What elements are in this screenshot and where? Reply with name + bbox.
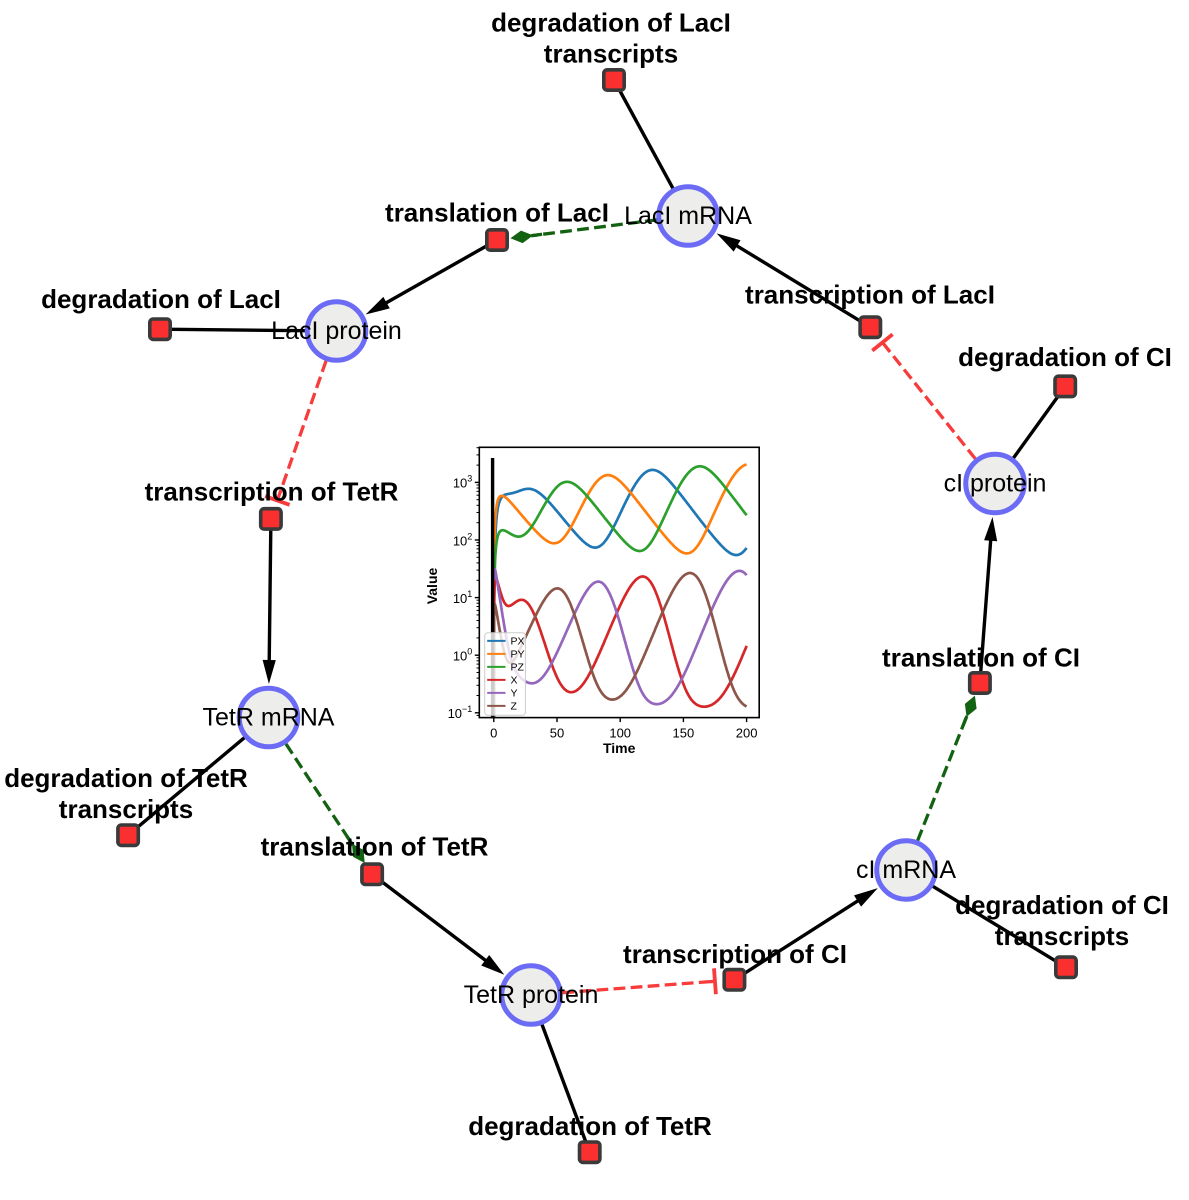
svg-text:150: 150 — [673, 726, 695, 741]
svg-text:transcripts: transcripts — [995, 921, 1129, 951]
svg-text:transcription of TetR: transcription of TetR — [145, 477, 399, 507]
svg-text:transcripts: transcripts — [544, 39, 678, 69]
svg-text:degradation of CI: degradation of CI — [958, 342, 1172, 372]
svg-text:PX: PX — [511, 636, 525, 648]
svg-text:cI protein: cI protein — [944, 470, 1047, 498]
svg-text:0: 0 — [490, 726, 497, 741]
svg-text:cI mRNA: cI mRNA — [856, 856, 956, 884]
svg-text:Time: Time — [603, 740, 636, 756]
svg-text:X: X — [511, 675, 518, 687]
svg-text:translation of CI: translation of CI — [882, 643, 1080, 673]
svg-text:Value: Value — [424, 568, 440, 605]
svg-text:transcription of LacI: transcription of LacI — [745, 280, 995, 310]
svg-text:degradation of TetR: degradation of TetR — [468, 1111, 712, 1141]
svg-text:PY: PY — [511, 649, 525, 661]
svg-text:PZ: PZ — [511, 662, 525, 674]
svg-text:TetR mRNA: TetR mRNA — [203, 704, 335, 732]
svg-text:Y: Y — [511, 688, 518, 700]
svg-text:LacI protein: LacI protein — [271, 317, 402, 345]
svg-text:degradation of CI: degradation of CI — [955, 890, 1169, 920]
svg-text:degradation of TetR: degradation of TetR — [4, 763, 248, 793]
svg-text:degradation of LacI: degradation of LacI — [41, 284, 281, 314]
svg-text:translation of LacI: translation of LacI — [385, 198, 609, 228]
svg-text:LacI mRNA: LacI mRNA — [624, 202, 752, 230]
svg-text:100: 100 — [609, 726, 631, 741]
svg-text:translation of TetR: translation of TetR — [261, 832, 489, 862]
svg-text:50: 50 — [550, 726, 564, 741]
svg-text:Z: Z — [511, 701, 518, 713]
svg-text:transcription of CI: transcription of CI — [623, 939, 847, 969]
svg-text:TetR protein: TetR protein — [464, 981, 599, 1009]
svg-text:degradation of LacI: degradation of LacI — [491, 8, 731, 38]
svg-text:200: 200 — [736, 726, 758, 741]
svg-text:transcripts: transcripts — [59, 794, 193, 824]
